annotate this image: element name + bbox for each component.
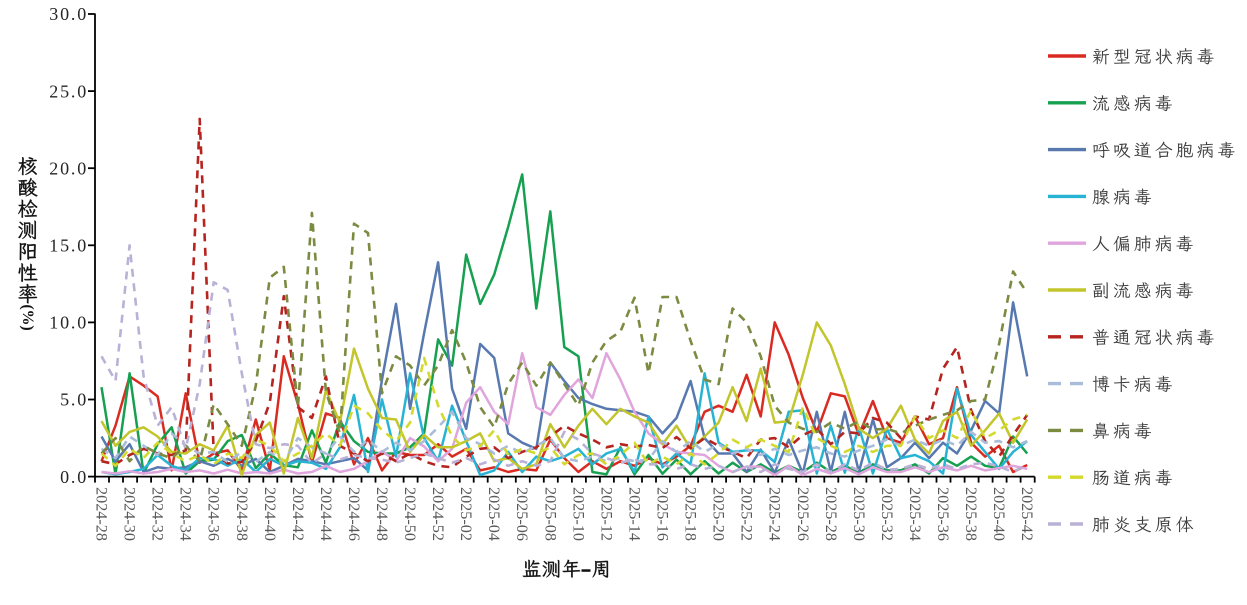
svg-text:2025-40: 2025-40 [990,487,1008,541]
svg-text:10.0: 10.0 [49,313,88,333]
svg-text:20.0: 20.0 [49,158,88,178]
svg-text:%: % [19,310,36,326]
svg-text:2024-40: 2024-40 [261,487,279,541]
svg-text:2024-28: 2024-28 [93,487,111,541]
svg-text:(: ( [19,304,36,309]
svg-text:2025-12: 2025-12 [597,487,615,541]
svg-text:2024-44: 2024-44 [317,487,335,541]
svg-text:2025-32: 2025-32 [878,487,896,541]
svg-text:2025-06: 2025-06 [513,487,531,541]
svg-text:2024-36: 2024-36 [205,487,223,541]
svg-text:2025-16: 2025-16 [654,487,672,541]
svg-text:2024-48: 2024-48 [373,487,391,541]
svg-text:2025-04: 2025-04 [485,487,503,541]
svg-text:2025-02: 2025-02 [457,487,475,541]
svg-text:15.0: 15.0 [49,236,88,256]
svg-text:2025-36: 2025-36 [934,487,952,541]
svg-text:2024-30: 2024-30 [121,487,139,541]
svg-text:2025-22: 2025-22 [738,487,756,541]
svg-text:2025-14: 2025-14 [626,487,644,541]
svg-text:2025-26: 2025-26 [794,487,812,541]
svg-text:30.0: 30.0 [49,4,88,24]
svg-text:2025-38: 2025-38 [962,487,980,541]
svg-text:2025-28: 2025-28 [822,487,840,541]
svg-text:2024-46: 2024-46 [345,487,363,541]
svg-text:2024-52: 2024-52 [429,487,447,541]
svg-text:5.0: 5.0 [60,390,88,410]
svg-text:25.0: 25.0 [49,81,88,101]
svg-text:2025-08: 2025-08 [541,487,559,541]
svg-text:0.0: 0.0 [60,467,88,487]
svg-text:2024-42: 2024-42 [289,487,307,541]
svg-text:2024-34: 2024-34 [177,487,195,541]
svg-text:2024-50: 2024-50 [401,487,419,541]
svg-text:2024-38: 2024-38 [233,487,251,541]
svg-text:2025-34: 2025-34 [906,487,924,541]
svg-text:2025-30: 2025-30 [850,487,868,541]
svg-text:2025-24: 2025-24 [766,487,784,541]
svg-text:2025-42: 2025-42 [1018,487,1036,541]
svg-text:2025-18: 2025-18 [682,487,700,541]
svg-text:2024-32: 2024-32 [149,487,167,541]
svg-text:): ) [19,325,36,330]
svg-text:2025-10: 2025-10 [569,487,587,541]
svg-text:2025-20: 2025-20 [710,487,728,541]
